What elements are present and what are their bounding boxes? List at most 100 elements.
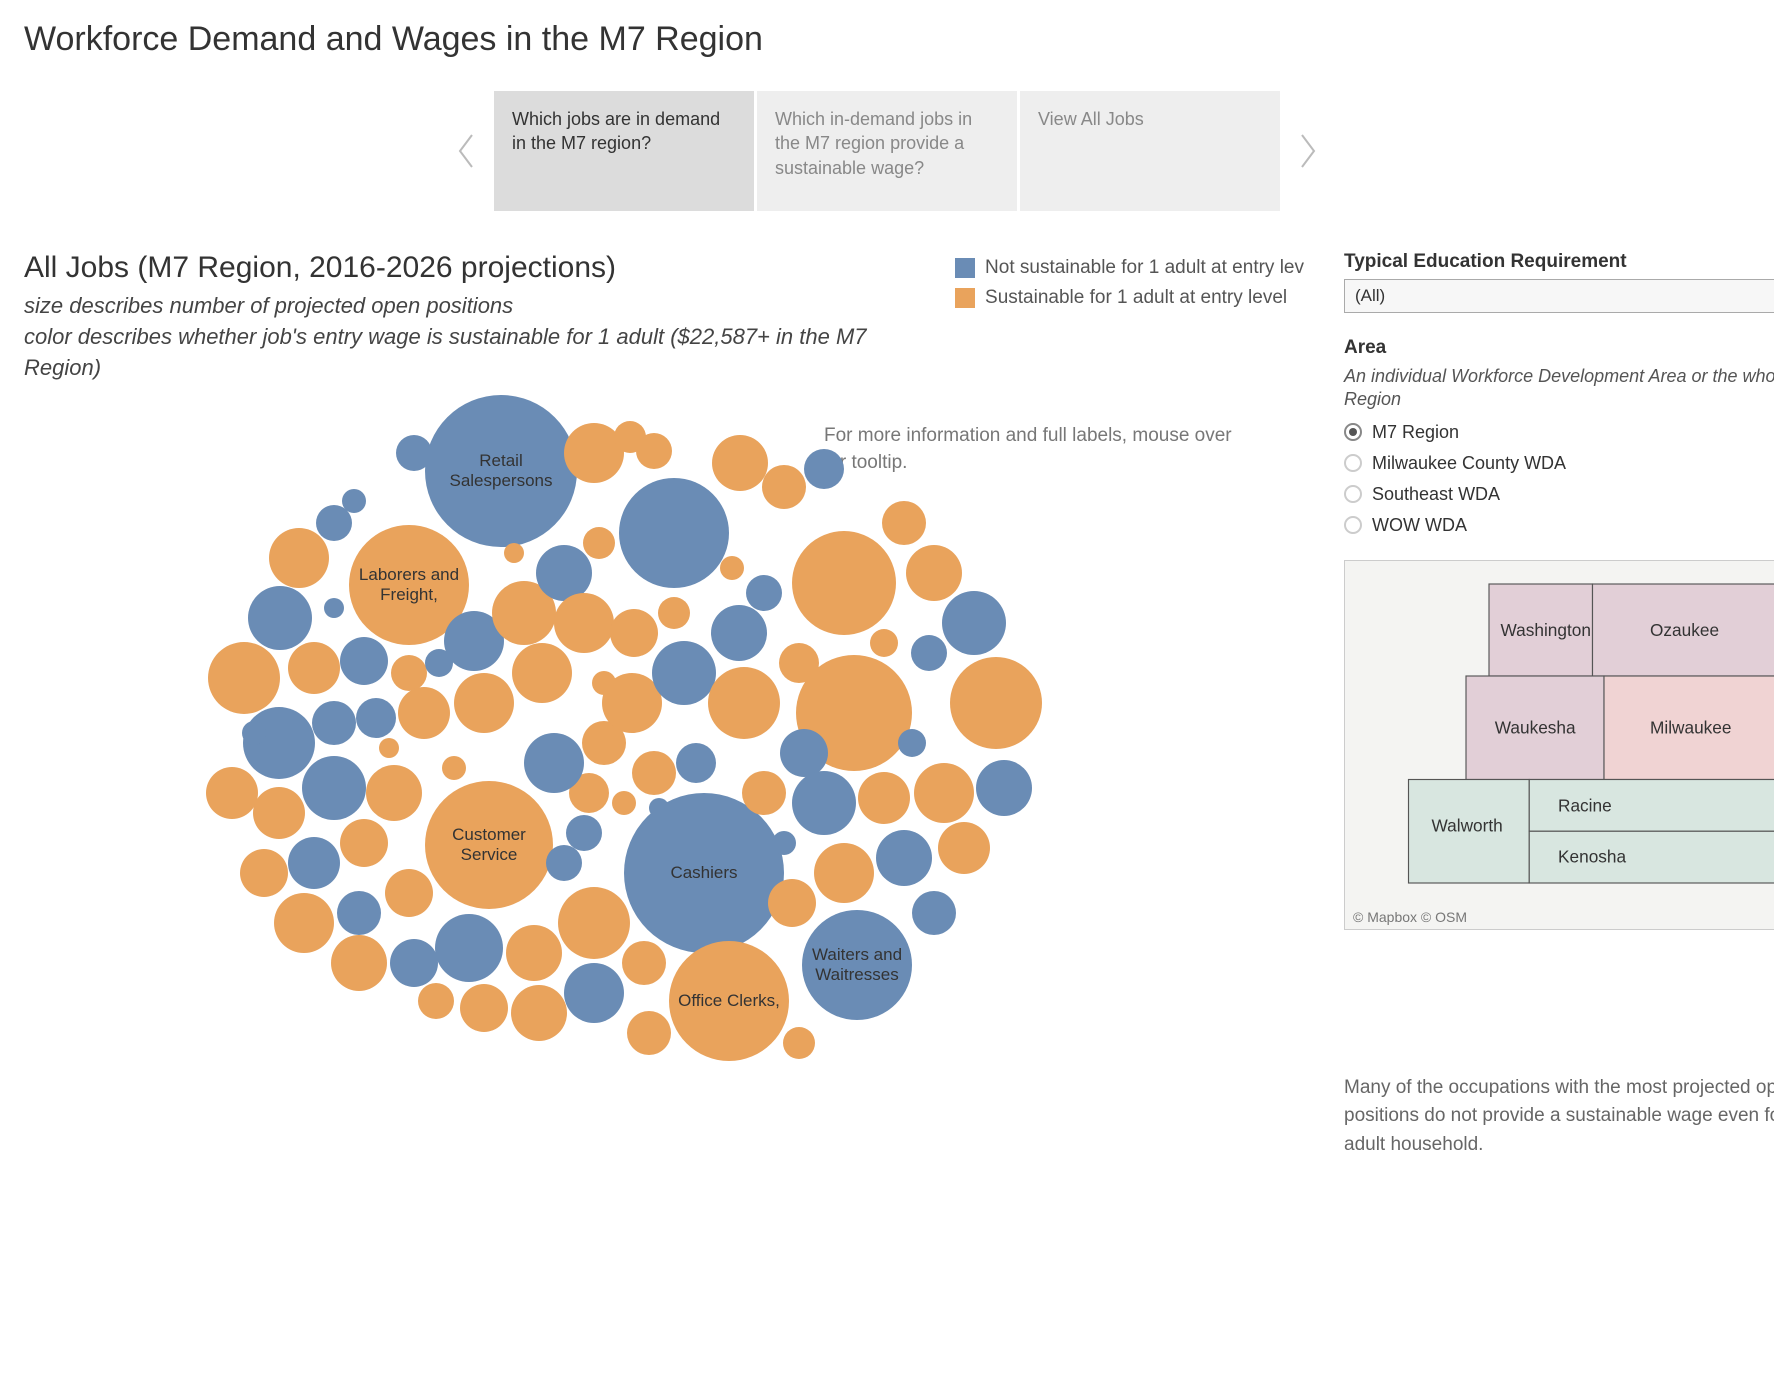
bubble[interactable] (554, 593, 614, 653)
bubble[interactable] (976, 760, 1032, 816)
bubble[interactable] (506, 925, 562, 981)
bubble[interactable] (240, 849, 288, 897)
bubble[interactable] (269, 528, 329, 588)
bubble[interactable] (610, 609, 658, 657)
bubble[interactable] (398, 687, 450, 739)
bubble[interactable] (512, 643, 572, 703)
area-filter: Area An individual Workforce Development… (1344, 337, 1774, 536)
bubble[interactable] (612, 791, 636, 815)
bubble[interactable] (882, 501, 926, 545)
story-tab-1[interactable]: Which in-demand jobs in the M7 region pr… (757, 91, 1017, 211)
bubble[interactable] (950, 657, 1042, 749)
bubble[interactable] (938, 822, 990, 874)
bubble[interactable] (814, 843, 874, 903)
bubble[interactable] (627, 1011, 671, 1055)
bubble[interactable] (914, 763, 974, 823)
bubble[interactable] (906, 545, 962, 601)
bubble[interactable] (331, 935, 387, 991)
bubble[interactable] (942, 591, 1006, 655)
bubble-label: Retail Salespersons (425, 447, 577, 496)
bubble[interactable] (619, 478, 729, 588)
bubble[interactable] (504, 543, 524, 563)
map[interactable]: WashingtonOzaukeeWaukeshaMilwaukeeWalwor… (1344, 560, 1774, 930)
story-tab-2[interactable]: View All Jobs (1020, 91, 1280, 211)
bubble[interactable] (652, 641, 716, 705)
bubble[interactable] (511, 985, 567, 1041)
bubble[interactable] (340, 819, 388, 867)
bubble[interactable] (711, 605, 767, 661)
bubble[interactable] (804, 449, 844, 489)
bubble[interactable] (379, 738, 399, 758)
bubble[interactable] (312, 701, 356, 745)
bubble[interactable] (524, 733, 584, 793)
bubble[interactable] (385, 869, 433, 917)
bubble[interactable] (746, 575, 782, 611)
bubble[interactable] (564, 963, 624, 1023)
chart-subtitle-1: size describes number of projected open … (24, 291, 915, 322)
bubble[interactable] (858, 772, 910, 824)
bubble[interactable] (546, 845, 582, 881)
chart-title: All Jobs (M7 Region, 2016-2026 projectio… (24, 251, 915, 285)
area-radio-wow-wda[interactable]: WOW WDA (1344, 515, 1774, 536)
bubble-chart[interactable]: For more information and full labels, mo… (184, 393, 1184, 1313)
story-prev-arrow[interactable] (446, 121, 486, 181)
bubble[interactable] (418, 983, 454, 1019)
bubble[interactable] (208, 642, 280, 714)
bubble[interactable] (274, 893, 334, 953)
bubble[interactable]: Office Clerks, (669, 941, 789, 1061)
bubble[interactable] (742, 771, 786, 815)
bubble[interactable] (876, 830, 932, 886)
bubble[interactable] (288, 837, 340, 889)
bubble[interactable] (566, 815, 602, 851)
bubble[interactable] (253, 787, 305, 839)
bubble[interactable] (676, 743, 716, 783)
bubble[interactable] (454, 673, 514, 733)
bubble[interactable] (583, 527, 615, 559)
bubble[interactable] (898, 729, 926, 757)
bubble[interactable] (708, 667, 780, 739)
bubble[interactable] (720, 556, 744, 580)
bubble[interactable]: Waiters and Waitresses (802, 910, 912, 1020)
bubble[interactable] (340, 637, 388, 685)
bubble[interactable] (912, 891, 956, 935)
story-tab-0[interactable]: Which jobs are in demand in the M7 regio… (494, 91, 754, 211)
education-select[interactable]: (All) ▼ (1344, 279, 1774, 313)
bubble[interactable] (302, 756, 366, 820)
bubble[interactable]: Customer Service (425, 781, 553, 909)
bubble[interactable] (248, 586, 312, 650)
story-next-arrow[interactable] (1288, 121, 1328, 181)
bubble[interactable] (342, 489, 366, 513)
bubble[interactable] (870, 629, 898, 657)
bubble[interactable] (622, 941, 666, 985)
bubble[interactable] (206, 767, 258, 819)
bubble[interactable] (366, 765, 422, 821)
bubble[interactable] (772, 831, 796, 855)
bubble[interactable] (391, 655, 427, 691)
bubble[interactable] (337, 891, 381, 935)
area-radio-southeast-wda[interactable]: Southeast WDA (1344, 484, 1774, 505)
bubble[interactable] (442, 756, 466, 780)
chart-column: All Jobs (M7 Region, 2016-2026 projectio… (24, 251, 1304, 1313)
area-radio-milwaukee-county-wda[interactable]: Milwaukee County WDA (1344, 453, 1774, 474)
bubble[interactable] (712, 435, 768, 491)
bubble[interactable] (783, 1027, 815, 1059)
bubble[interactable] (768, 879, 816, 927)
bubble[interactable] (288, 642, 340, 694)
bubble[interactable] (324, 598, 344, 618)
area-radio-m7-region[interactable]: M7 Region (1344, 422, 1774, 443)
bubble[interactable] (435, 914, 503, 982)
bubble[interactable] (636, 433, 672, 469)
bubble[interactable] (780, 729, 828, 777)
bubble[interactable] (911, 635, 947, 671)
bubble[interactable] (356, 698, 396, 738)
bubble[interactable] (658, 597, 690, 629)
bubble[interactable] (632, 751, 676, 795)
bubble[interactable] (558, 887, 630, 959)
bubble[interactable]: Retail Salespersons (425, 395, 577, 547)
bubble[interactable] (792, 531, 896, 635)
bubble[interactable] (460, 984, 508, 1032)
bubble[interactable] (390, 939, 438, 987)
bubble[interactable] (792, 771, 856, 835)
bubble[interactable]: Cashiers (624, 793, 784, 953)
bubble[interactable] (762, 465, 806, 509)
